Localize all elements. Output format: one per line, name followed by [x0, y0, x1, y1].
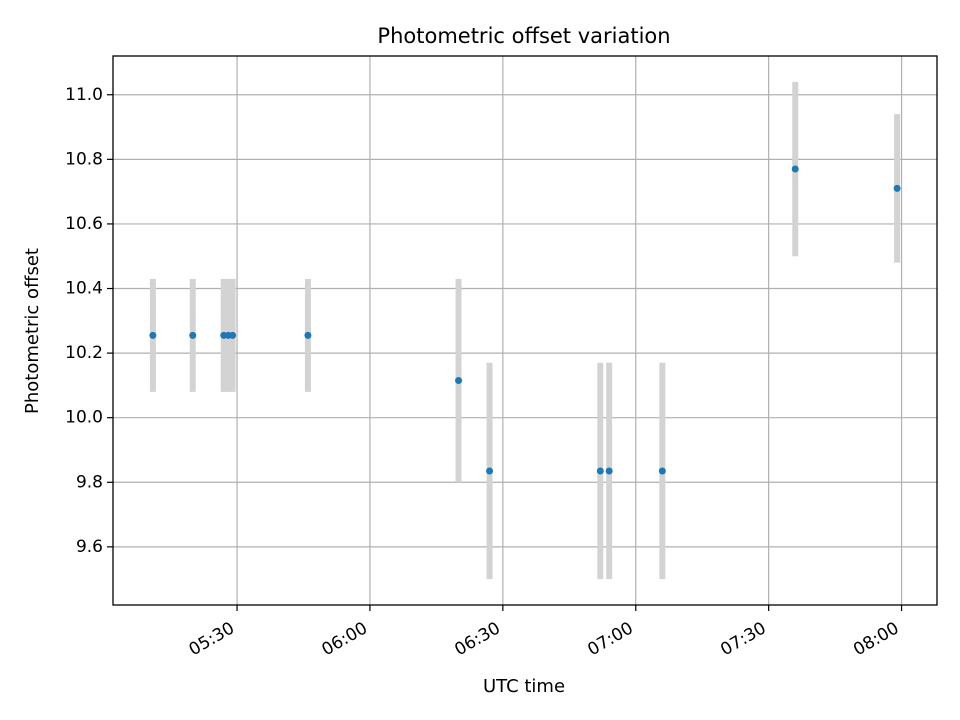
y-axis-title: Photometric offset [22, 248, 43, 414]
y-tick-label: 10.8 [65, 149, 103, 169]
y-tick-label: 10.4 [65, 279, 103, 299]
y-tick-label: 10.0 [65, 408, 103, 428]
data-point [455, 377, 463, 385]
plot-frame [112, 55, 938, 606]
x-tick-label: 07:30 [717, 618, 769, 660]
data-point [658, 467, 666, 475]
x-tick-label: 08:00 [850, 618, 902, 660]
x-tick-label: 06:00 [319, 618, 371, 660]
x-tick-label: 05:30 [186, 618, 238, 660]
data-point [605, 467, 613, 475]
y-tick-label: 9.8 [76, 472, 103, 492]
data-point [596, 467, 604, 475]
x-axis-title: UTC time [483, 676, 565, 697]
data-point [893, 184, 901, 192]
data-point [149, 331, 157, 339]
data-point [229, 331, 237, 339]
y-tick-label: 11.0 [65, 85, 103, 105]
y-tick-label: 10.6 [65, 214, 103, 234]
chart-title: Photometric offset variation [377, 24, 670, 48]
x-tick-label: 06:30 [451, 618, 503, 660]
data-point [791, 165, 799, 173]
x-tick-label: 07:00 [584, 618, 636, 660]
data-point [486, 467, 494, 475]
y-tick-label: 10.2 [65, 343, 103, 363]
data-point [189, 331, 197, 339]
y-tick-label: 9.6 [76, 537, 103, 557]
data-point [304, 331, 312, 339]
